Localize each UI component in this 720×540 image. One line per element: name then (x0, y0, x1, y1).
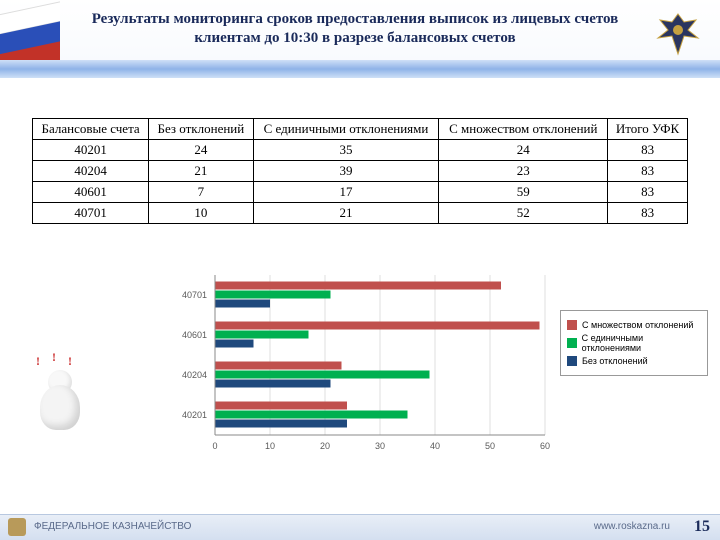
table-row: 4020421392383 (33, 161, 688, 182)
bar-chart: 0 10 20 30 40 50 60 40701 40601 40204 40201 (170, 270, 550, 460)
table-cell: 17 (253, 182, 439, 203)
table-cell: 83 (608, 203, 688, 224)
thinking-figure-icon: ! ! ! (30, 360, 90, 440)
svg-text:20: 20 (320, 441, 330, 451)
header-ribbon (0, 60, 720, 78)
footer-bar: ФЕДЕРАЛЬНОЕ КАЗНАЧЕЙСТВО www.roskazna.ru (0, 514, 720, 540)
emblem-icon (654, 10, 702, 58)
legend-item: Без отклонений (567, 356, 701, 366)
table-cell: 21 (149, 161, 253, 182)
table-cell: 59 (439, 182, 608, 203)
page-number: 15 (694, 518, 710, 536)
table-header: Итого УФК (608, 119, 688, 140)
svg-text:40: 40 (430, 441, 440, 451)
table-cell: 83 (608, 140, 688, 161)
footer-org: ФЕДЕРАЛЬНОЕ КАЗНАЧЕЙСТВО (34, 521, 191, 532)
data-table: Балансовые счетаБез отклоненийС единичны… (32, 118, 688, 224)
legend-swatch-icon (567, 320, 577, 330)
legend-item: С множеством отклонений (567, 320, 701, 330)
table-cell: 24 (149, 140, 253, 161)
legend-swatch-icon (567, 356, 577, 366)
footer-site: www.roskazna.ru (594, 521, 670, 532)
table-cell: 83 (608, 161, 688, 182)
svg-text:40204: 40204 (182, 370, 207, 380)
legend-label: С множеством отклонений (582, 320, 693, 330)
table-cell: 83 (608, 182, 688, 203)
table-cell: 52 (439, 203, 608, 224)
table-cell: 10 (149, 203, 253, 224)
chart-legend: С множеством отклонений С единичными откл… (560, 310, 708, 376)
table-cell: 39 (253, 161, 439, 182)
table-cell: 21 (253, 203, 439, 224)
table-row: 406017175983 (33, 182, 688, 203)
svg-text:0: 0 (212, 441, 217, 451)
legend-label: Без отклонений (582, 356, 648, 366)
table-cell: 24 (439, 140, 608, 161)
table-header: Балансовые счета (33, 119, 149, 140)
data-table-container: Балансовые счетаБез отклоненийС единичны… (32, 118, 688, 224)
table-cell: 35 (253, 140, 439, 161)
page-title: Результаты мониторинга сроков предоставл… (70, 10, 640, 48)
table-row: 4070110215283 (33, 203, 688, 224)
legend-label: С единичными отклонениями (582, 333, 701, 353)
svg-text:50: 50 (485, 441, 495, 451)
svg-text:40201: 40201 (182, 410, 207, 420)
table-cell: 40204 (33, 161, 149, 182)
table-cell: 23 (439, 161, 608, 182)
table-header: Без отклонений (149, 119, 253, 140)
table-header: С единичными отклонениями (253, 119, 439, 140)
legend-swatch-icon (567, 338, 577, 348)
table-cell: 40201 (33, 140, 149, 161)
legend-item: С единичными отклонениями (567, 333, 701, 353)
table-header: С множеством отклонений (439, 119, 608, 140)
footer-emblem-icon (8, 518, 26, 536)
svg-text:40701: 40701 (182, 290, 207, 300)
svg-text:40601: 40601 (182, 330, 207, 340)
svg-text:30: 30 (375, 441, 385, 451)
svg-text:60: 60 (540, 441, 550, 451)
svg-text:10: 10 (265, 441, 275, 451)
table-cell: 7 (149, 182, 253, 203)
header-band: Результаты мониторинга сроков предоставл… (0, 0, 720, 78)
table-cell: 40701 (33, 203, 149, 224)
table-row: 4020124352483 (33, 140, 688, 161)
table-cell: 40601 (33, 182, 149, 203)
